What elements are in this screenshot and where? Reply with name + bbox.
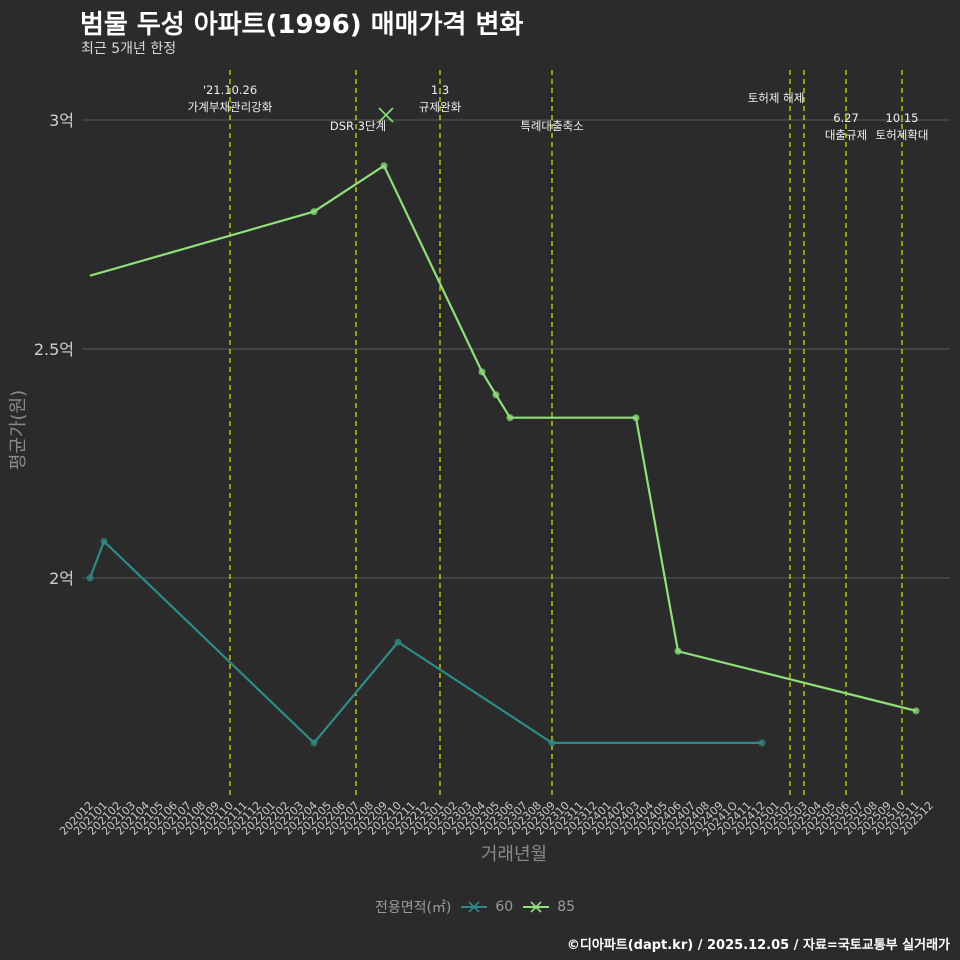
event-annotation: 규제완화	[419, 100, 462, 114]
data-point	[86, 574, 94, 582]
legend: 전용면적(㎡) 60 85	[0, 896, 960, 918]
event-annotation: 10.15	[886, 111, 919, 125]
event-annotation: 6.27	[833, 111, 859, 125]
data-point	[632, 414, 640, 422]
data-point	[758, 739, 766, 747]
event-annotation: DSR 3단계	[330, 119, 386, 133]
legend-key-60-icon	[461, 901, 488, 913]
y-tick-label: 2억	[49, 569, 74, 588]
data-point	[674, 647, 682, 655]
event-annotation: 대출규제	[825, 128, 867, 142]
data-point	[912, 707, 920, 715]
data-point	[100, 537, 108, 545]
data-point	[394, 638, 402, 646]
y-tick-label: 2.5억	[34, 340, 74, 359]
data-point	[506, 414, 514, 422]
legend-item-60[interactable]: 60	[461, 899, 513, 915]
event-annotation: '21.10.26	[203, 83, 257, 97]
legend-label-60: 60	[495, 899, 514, 915]
data-point	[310, 208, 318, 216]
event-annotation: 1.3	[431, 83, 449, 97]
data-point	[310, 739, 318, 747]
legend-key-85-icon	[523, 901, 550, 913]
event-annotation: 가계부채관리강화	[188, 100, 273, 114]
event-annotation: 토허제확대	[876, 128, 929, 142]
x-axis-title: 거래년월	[481, 844, 547, 865]
data-point	[492, 391, 500, 399]
series-line-60	[88, 539, 762, 745]
event-annotation: 특례대출축소	[520, 119, 583, 133]
data-point	[380, 162, 388, 170]
y-tick-label: 3억	[49, 111, 74, 130]
stray-marker	[378, 107, 394, 123]
series-line-85	[89, 164, 917, 712]
legend-label-85: 85	[557, 899, 576, 915]
chart-subtitle: 최근 5개년 한정	[81, 41, 177, 57]
source-footer: ©디아파트(dapt.kr) / 2025.12.05 / 자료=국토교통부 실…	[566, 938, 950, 953]
legend-title: 전용면적(㎡)	[374, 900, 452, 916]
legend-item-85[interactable]: 85	[523, 899, 575, 915]
chart-title: 범물 두성 아파트(1996) 매매가격 변화	[80, 10, 524, 40]
event-annotation: 토허제 해제	[748, 91, 805, 105]
data-point	[548, 739, 556, 747]
y-axis-title: 평균가(원)	[8, 390, 29, 470]
data-point	[478, 368, 486, 376]
